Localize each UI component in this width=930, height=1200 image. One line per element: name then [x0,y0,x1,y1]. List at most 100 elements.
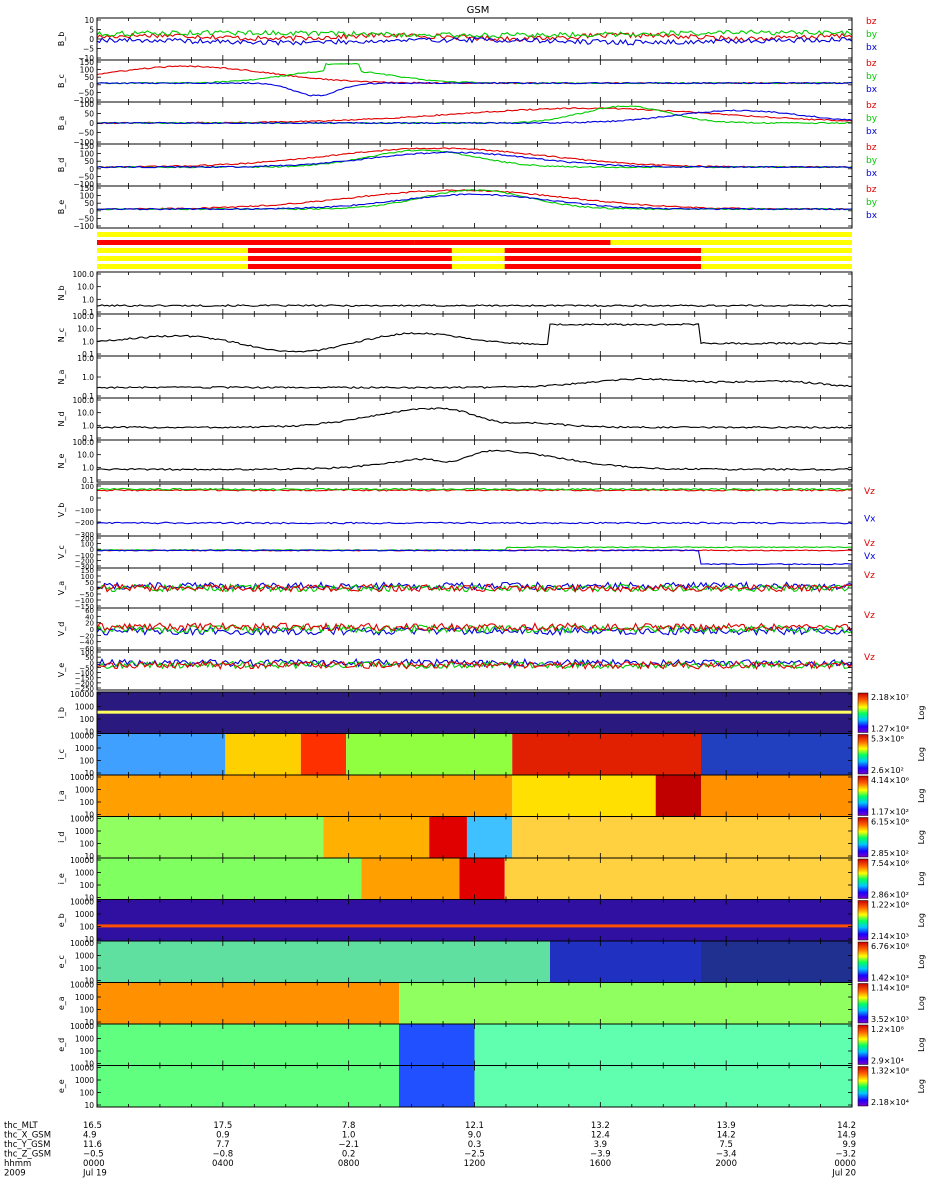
density-panel-N_b: 100.0 10.0 1.0 0.1 N_b [57,270,853,317]
legend-by: by [866,72,878,82]
y-tick-label: −150 [75,675,94,683]
y-tick-label: 1.0 [82,421,94,430]
y-axis-label: N_b [57,285,66,300]
y-tick-label: 100 [80,1047,95,1056]
time-axis-value: 7.5 [719,1140,733,1150]
colorbar-max-label: 7.54×10⁶ [871,859,909,868]
legend-bx: bx [866,43,878,53]
colorbar [857,817,869,858]
spectrogram-fill [225,733,301,775]
y-tick-label: −50 [78,172,94,181]
y-tick-label: 1000 [75,869,94,878]
y-tick-label: 10.0 [77,354,94,363]
y-tick-label: 10 [84,935,94,944]
density-panel-N_c: 100.0 10.0 1.0 0.1 N_c [57,312,853,359]
y-tick-label: 50 [84,199,94,208]
y-tick-label: 10000 [70,690,94,699]
y-tick-label: 10 [84,1101,94,1110]
time-axis-value: 0400 [212,1159,234,1169]
colorbar-max-label: 6.76×10⁸ [871,942,909,951]
colorbar-max-label: 6.15×10⁶ [871,818,909,827]
time-axis-value: 14.2 [837,1121,856,1131]
y-tick-label: 200 [81,535,94,543]
spectrogram-panel-i_c: 10000 1000 100 10 i_c 5.3×10⁶ 2.6×10² Log [57,732,926,779]
series-density [96,323,853,353]
series-density [96,377,853,389]
spectrogram-fill [429,816,467,858]
y-tick-label: 100 [80,1006,95,1015]
colorbar [857,941,869,982]
time-axis-value: 4.9 [83,1131,97,1141]
y-tick-label: 40 [85,613,94,621]
y-tick-label: 100 [80,715,95,724]
spectrogram-fill [701,941,852,983]
legend-bx: bx [866,169,878,179]
colorbar-unit-label: Log [917,1079,926,1093]
y-tick-label: 100 [80,923,95,932]
colorbar-max-label: 1.22×10⁶ [871,901,909,910]
colorbar-min-label: 2.86×10² [871,891,909,900]
panel-bg [97,484,852,536]
spectrogram-fill [512,775,656,817]
ephemeris-segment [504,248,701,253]
spectrogram-panel-i_a: 10000 1000 100 10 i_a 4.14×10⁶ 1.17×10² Log [57,773,926,820]
colorbar-unit-label: Log [917,913,926,927]
y-tick-label: 50 [84,110,94,119]
legend-Vx: Vx [864,514,876,524]
time-axis-value: 7.8 [342,1121,356,1131]
panel-bg [97,440,852,482]
time-axis-value: 1600 [590,1159,612,1169]
y-tick-label: −300 [75,531,94,539]
colorbar-min-label: 2.85×10² [871,849,909,858]
series-velocity [96,521,853,525]
y-axis-label: N_d [57,411,66,426]
time-axis-value: −2.5 [464,1150,485,1160]
y-tick-label: 0.1 [82,350,94,359]
panel-bg [97,314,852,356]
colorbar-unit-label: Log [917,996,926,1010]
y-tick-label: 10 [84,977,94,986]
time-axis: thc_MLT 16.5 17.5 7.8 12.1 13.2 13.9 14.2thc_X_… [4,1121,856,1179]
y-tick-label: 10000 [70,1022,94,1031]
colorbar [857,734,869,775]
y-tick-label: 0 [90,585,94,593]
y-tick-label: 100 [80,840,95,849]
y-tick-label: 100.0 [73,312,95,321]
y-tick-label: −50 [78,129,94,138]
y-tick-label: 1.0 [82,337,94,346]
panel-bg [97,60,852,102]
y-axis-label: N_e [57,453,66,468]
time-axis-value: 12.1 [465,1121,484,1131]
spectrogram-fill [504,858,852,900]
time-axis-value: 14.2 [717,1131,736,1141]
y-tick-label: 10000 [70,939,94,948]
time-axis-value: 16.5 [83,1121,102,1131]
y-tick-label: −50 [79,664,94,672]
spectrogram-fill [399,1024,475,1066]
colorbar-min-label: 1.17×10² [871,808,909,817]
ephemeris-segment [97,240,415,245]
time-axis-value: 2000 [715,1159,737,1169]
y-tick-label: 100 [81,483,94,491]
panel-bg [97,536,852,568]
time-axis-value: −3.9 [590,1150,611,1160]
y-tick-label: 10 [84,728,94,737]
spectrogram-fill [701,733,852,775]
y-tick-label: 0 [90,546,94,554]
y-axis-label: e_d [57,1038,66,1052]
ephemeris-bars [97,232,852,269]
y-tick-label: 0 [89,165,94,174]
y-tick-label: 100 [80,757,95,766]
y-axis-label: e_b [57,913,66,927]
time-axis-value: 0.9 [216,1131,230,1141]
y-tick-label: −10 [78,54,94,63]
colorbar-unit-label: Log [917,789,926,803]
y-tick-label: 60 [85,607,94,615]
y-tick-label: 0 [90,659,94,667]
spectrogram-fill [474,1024,852,1066]
ephemeris-row [97,232,852,237]
spectrogram-panel-i_e: 10000 1000 100 10 i_e 7.54×10⁶ 2.86×10² Log [57,856,926,903]
panel-bg [97,186,852,228]
